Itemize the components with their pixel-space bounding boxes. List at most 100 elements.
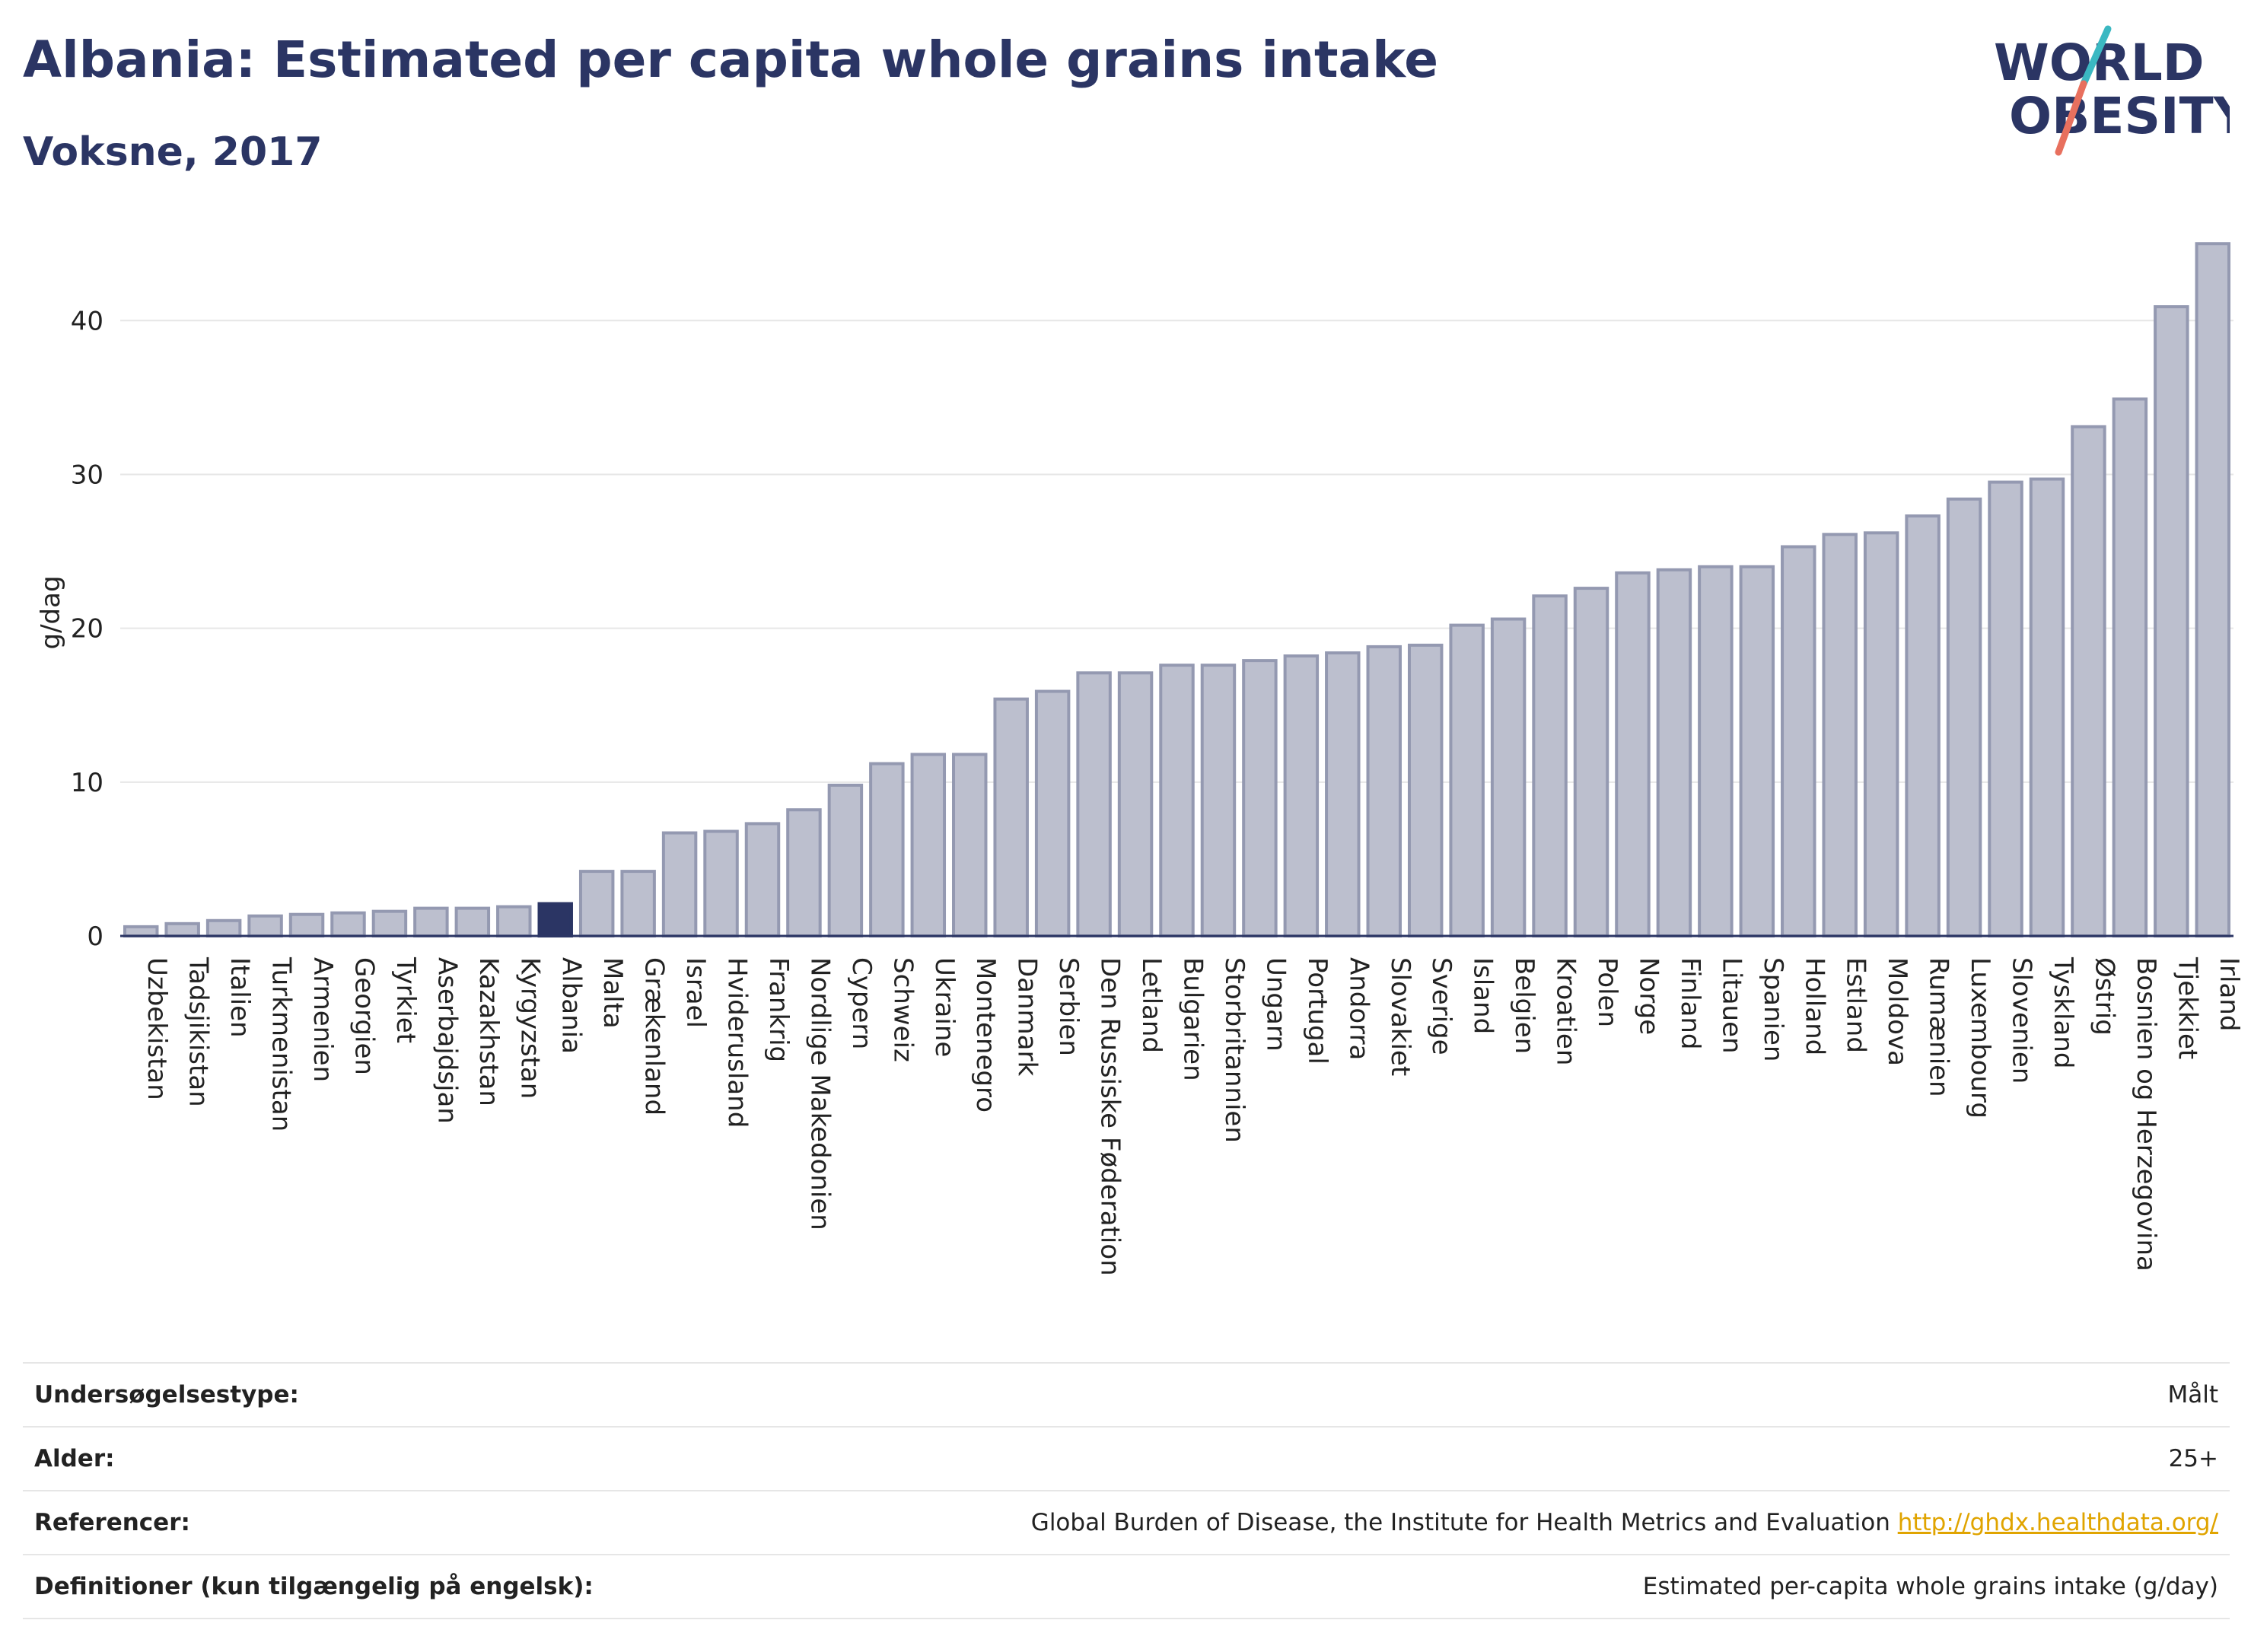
x-tick-label: Slovakiet (1385, 957, 1415, 1076)
bar (1366, 645, 1402, 937)
metadata-table: Undersøgelsestype: Målt Alder: 25+ Reference… (23, 1362, 2230, 1619)
bar (786, 808, 822, 938)
x-tick-label: Grækenland (639, 957, 670, 1116)
x-tick-label: Irland (2214, 957, 2244, 1031)
bar (827, 783, 864, 937)
metadata-row: Undersøgelsestype: Målt (23, 1362, 2230, 1428)
x-tick-label: Israel (680, 957, 711, 1028)
x-tick-label: Rumænien (1924, 957, 1954, 1097)
x-tick-label: Tadsjikistan (183, 957, 214, 1107)
bar (1034, 689, 1071, 937)
metadata-value-text: Målt (2167, 1381, 2218, 1408)
x-tick-label: Aserbajdsjan (431, 957, 462, 1124)
x-tick-label: Tjekkiet (2172, 957, 2202, 1059)
x-tick-label: Østrig (2089, 957, 2119, 1036)
bars (123, 242, 2231, 938)
metadata-row: Referencer: Global Burden of Disease, the… (23, 1490, 2230, 1555)
x-tick-label: Polen (1592, 957, 1622, 1027)
bar (2071, 425, 2106, 938)
bar (1407, 643, 1444, 937)
y-tick-label: 20 (71, 614, 103, 645)
x-tick-label: Malta (597, 957, 628, 1029)
y-tick-label: 0 (87, 921, 103, 952)
bar (1988, 480, 2023, 937)
x-tick-label: Sverige (1426, 957, 1457, 1055)
x-tick-label: Moldova (1882, 957, 1912, 1066)
x-tick-label: Georgien (349, 957, 379, 1075)
x-tick-label: Frankrig (763, 957, 794, 1062)
bar (1325, 651, 1361, 937)
metadata-value: Global Burden of Disease, the Institute … (739, 1490, 2230, 1555)
reference-link[interactable]: http://ghdx.healthdata.org/ (1897, 1509, 2218, 1536)
bar (952, 753, 988, 937)
bar (1739, 565, 1775, 937)
metadata-value: Målt (739, 1362, 2230, 1428)
x-tick-label: Den Russiske Føderation (1095, 957, 1126, 1276)
x-tick-label: Ungarn (1260, 957, 1291, 1052)
chart-title: Albania: Estimated per capita whole grai… (23, 30, 1438, 89)
bar (1905, 514, 1941, 937)
bar (1615, 571, 1651, 937)
x-tick-label: Cypern (846, 957, 877, 1049)
x-tick-label: Holland (1799, 957, 1829, 1055)
x-tick-label: Andorra (1343, 957, 1374, 1060)
bar (1863, 531, 1899, 938)
x-tick-label: Turkmenistan (266, 957, 297, 1132)
metadata-value-text: Estimated per-capita whole grains intake… (1642, 1573, 2218, 1600)
bar (1076, 671, 1112, 937)
logo-slash-coral (2055, 80, 2087, 156)
logo-slash-teal (2080, 25, 2112, 88)
bar (1698, 565, 1734, 937)
x-tick-label: Storbritannien (1219, 957, 1250, 1143)
x-tick-label: Kyrgyzstan (514, 957, 545, 1099)
bar (1242, 659, 1278, 937)
metadata-value-text: 25+ (2168, 1445, 2218, 1472)
bar (1159, 664, 1195, 937)
metadata-row: Alder: 25+ (23, 1426, 2230, 1491)
x-tick-label: Kroatien (1551, 957, 1581, 1065)
bar (2112, 397, 2148, 938)
x-tick-label: Luxembourg (1965, 957, 1995, 1119)
bar (1200, 664, 1237, 937)
bar-chart: Uzbekistan Tadsjikistan Italien Turkmenista… (36, 242, 2244, 1276)
x-tick-label: Italien (224, 957, 255, 1038)
x-tick-label: Kazakhstan (473, 957, 504, 1106)
x-tick-label: Estland (1841, 957, 1871, 1053)
bar (496, 905, 532, 938)
bar (578, 870, 615, 938)
metadata-key: Definitioner (kun tilgængelig på engelsk… (23, 1554, 740, 1619)
x-tick-label: Tyskland (2048, 957, 2078, 1068)
bar (413, 906, 449, 938)
y-axis-title: g/dag (36, 575, 66, 649)
bar (288, 912, 325, 938)
x-tick-label: Finland (1675, 957, 1705, 1050)
bar (2154, 305, 2189, 937)
bar (744, 822, 781, 937)
bar (703, 829, 739, 937)
x-tick-label: Serbien (1053, 957, 1084, 1056)
x-tick-label: Ukraine (929, 957, 960, 1057)
y-tick-label: 10 (71, 768, 103, 798)
bar (247, 914, 283, 938)
metadata-key: Referencer: (23, 1490, 740, 1555)
bar (330, 911, 366, 937)
bar (620, 870, 656, 938)
metadata-rows: Undersøgelsestype: Målt Alder: 25+ Reference… (23, 1362, 2230, 1619)
x-tick-label: Nordlige Makedonien (804, 957, 835, 1230)
chart-subtitle: Voksne, 2017 (23, 129, 323, 175)
bar (1117, 671, 1154, 937)
bar (1449, 623, 1485, 937)
x-tick-label: Danmark (1012, 957, 1043, 1076)
x-tick-label: Bosnien og Herzegovina (2131, 957, 2161, 1272)
bar (123, 925, 159, 938)
x-tick-label: Albania (556, 957, 587, 1054)
bar-highlighted (537, 902, 573, 937)
metadata-key: Alder: (23, 1426, 740, 1491)
x-tick-label: Letland (1136, 957, 1167, 1053)
bar (1822, 533, 1858, 937)
bar (1781, 545, 1816, 937)
metadata-value: Estimated per-capita whole grains intake… (739, 1554, 2230, 1619)
metadata-value-text: Global Burden of Disease, the Institute … (1030, 1509, 1890, 1536)
x-tick-label: Montenegro (970, 957, 1001, 1112)
bar (1490, 617, 1527, 937)
